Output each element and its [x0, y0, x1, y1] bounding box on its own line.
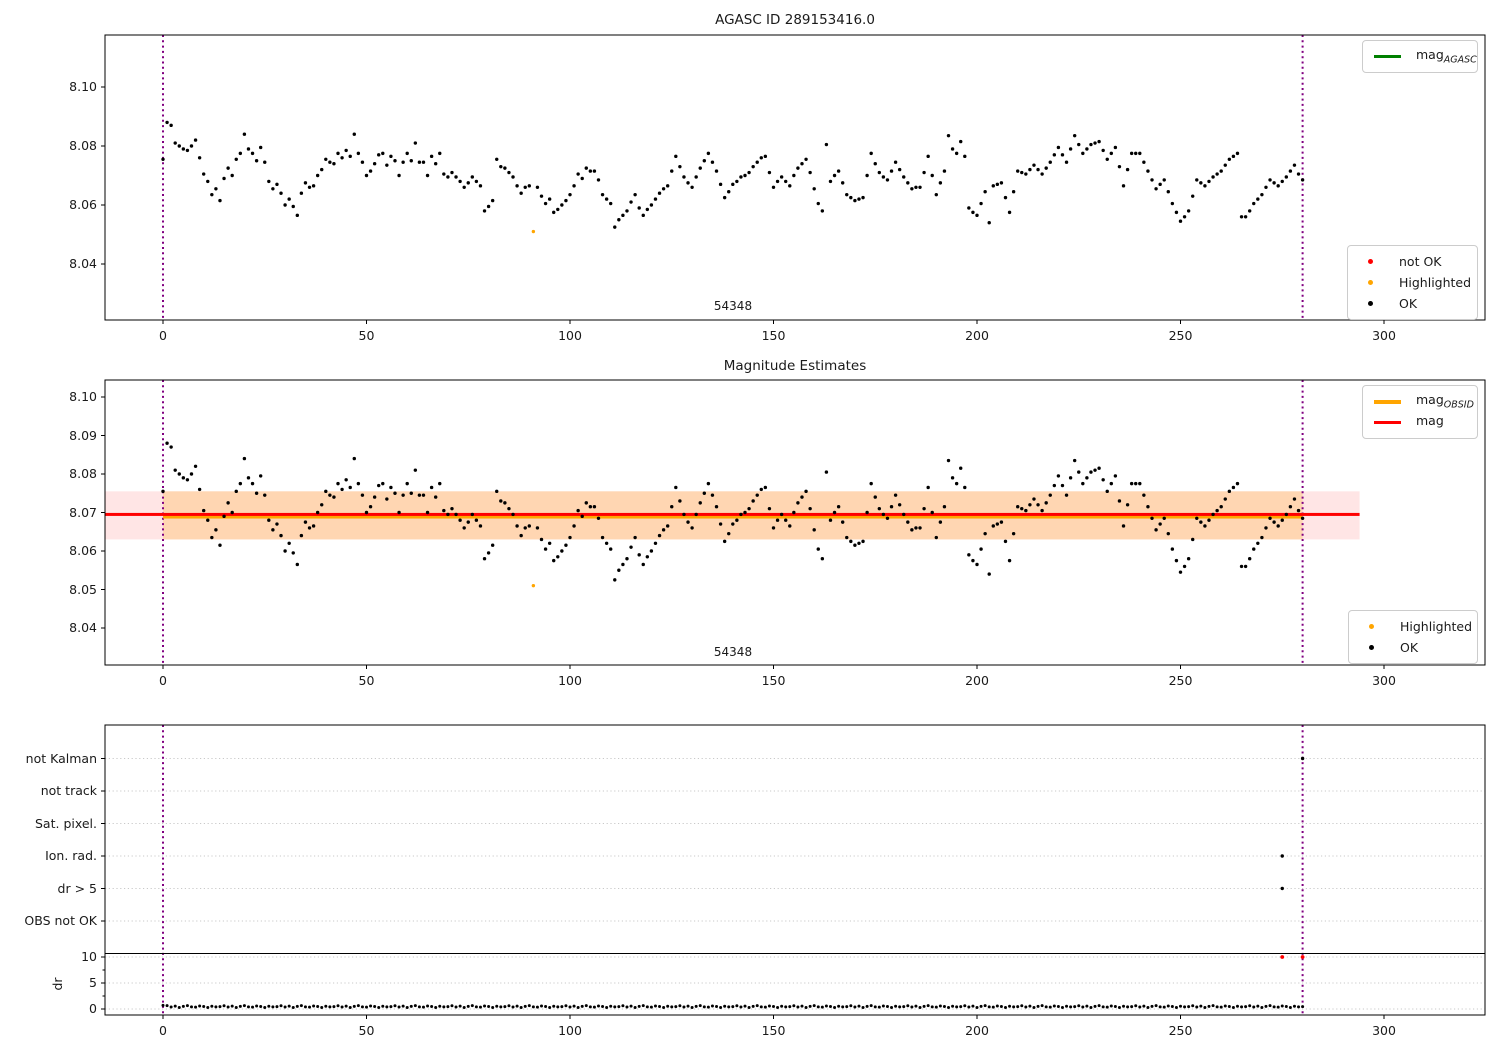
legend-label-mag-obsid: magOBSID: [1416, 392, 1474, 411]
legend-mag-lines: magOBSID mag: [1362, 385, 1478, 439]
obsid-annotation-top: 54348: [713, 299, 753, 313]
flag-category-label: Ion. rad.: [45, 848, 97, 863]
x-tick-label: 200: [965, 1023, 989, 1038]
legend-label-ok: OK: [1399, 296, 1418, 311]
x-tick-label: 300: [1372, 673, 1396, 688]
top-plot-title: AGASC ID 289153416.0: [715, 12, 875, 28]
ok-points: [161, 441, 1305, 582]
x-tick-label: 50: [358, 1023, 375, 1038]
legend-row: Highlighted: [1358, 616, 1472, 637]
x-tick-label: 200: [965, 673, 989, 688]
x-tick-label: 0: [159, 1023, 167, 1038]
y-tick-label: 8.04: [69, 620, 97, 635]
x-tick-label: 50: [358, 673, 375, 688]
ok-dot-icon: [1368, 301, 1373, 306]
y-tick-label: 8.10: [69, 79, 97, 94]
y-tick-label: 8.09: [69, 427, 97, 443]
y-tick-label: 8.05: [69, 581, 97, 597]
x-tick-label: 0: [159, 328, 167, 343]
x-tick-label: 100: [558, 1023, 582, 1038]
not-ok-dot-icon: [1368, 259, 1373, 264]
dr-tick-label: 5: [89, 975, 97, 990]
legend-row: magOBSID: [1372, 391, 1474, 412]
flag-category-label: not track: [40, 783, 97, 798]
highlighted-points: [531, 583, 536, 588]
legend-row: magAGASC: [1372, 46, 1477, 67]
y-tick-label: 8.06: [69, 197, 97, 212]
flag-category-label: dr > 5: [57, 880, 97, 896]
mid-plot-title: Magnitude Estimates: [723, 358, 867, 374]
ok-dot-icon: [1369, 645, 1374, 650]
legend-mag-agasc: magAGASC: [1362, 40, 1478, 73]
x-tick-label: 200: [965, 328, 989, 343]
red-line-sample: [1374, 421, 1401, 424]
dr-tick-label: 10: [81, 949, 97, 964]
flag-category-label: OBS not OK: [24, 913, 97, 928]
x-tick-label: 100: [558, 328, 582, 343]
y-tick-label: 8.10: [69, 389, 97, 404]
x-tick-label: 250: [1168, 328, 1193, 343]
legend-row: OK: [1358, 637, 1468, 658]
y-tick-label: 8.04: [69, 256, 97, 271]
legend-label-highlighted: Highlighted: [1400, 619, 1473, 634]
x-tick-label: 250: [1168, 1023, 1193, 1038]
dr-tick-label: 0: [89, 1001, 97, 1016]
green-line-sample: [1374, 55, 1401, 58]
flag-points: [1280, 756, 1305, 891]
x-tick-label: 250: [1168, 673, 1193, 688]
legend-status-top: not OK Highlighted OK: [1347, 245, 1478, 320]
not-ok-points: [1280, 955, 1305, 959]
x-tick-label: 150: [761, 328, 786, 343]
x-tick-label: 300: [1372, 1023, 1396, 1038]
legend-row: mag: [1372, 412, 1468, 433]
legend-label-not-ok: not OK: [1399, 254, 1442, 269]
ok-points: [161, 120, 1305, 229]
flag-category-label: not Kalman: [25, 750, 97, 766]
legend-label-mag-agasc: magAGASC: [1416, 47, 1477, 66]
dr-axis-label: dr: [50, 977, 65, 991]
orange-line-sample: [1374, 399, 1401, 404]
legend-row: not OK: [1357, 251, 1468, 272]
highlighted-dot-icon: [1369, 624, 1374, 629]
highlighted-dot-icon: [1368, 280, 1373, 285]
flag-category-label: Sat. pixel.: [35, 815, 97, 831]
legend-status-mid: Highlighted OK: [1348, 610, 1478, 664]
y-tick-label: 8.08: [69, 138, 97, 153]
legend-row: OK: [1357, 293, 1468, 314]
y-tick-label: 8.07: [69, 504, 97, 520]
y-tick-label: 8.06: [69, 543, 97, 558]
legend-label-mag: mag: [1416, 413, 1444, 429]
x-tick-label: 150: [761, 673, 786, 688]
y-tick-label: 8.08: [69, 466, 97, 481]
legend-label-ok: OK: [1400, 640, 1419, 655]
dr-points: [161, 1003, 1305, 1010]
legend-row: Highlighted: [1357, 272, 1472, 293]
x-tick-label: 300: [1372, 328, 1396, 343]
highlighted-points: [531, 229, 536, 234]
x-tick-label: 0: [159, 673, 167, 688]
x-tick-label: 100: [558, 673, 582, 688]
obsid-annotation-mid: 54348: [713, 645, 753, 659]
legend-label-highlighted: Highlighted: [1399, 275, 1472, 290]
x-tick-label: 150: [761, 1023, 786, 1038]
x-tick-label: 50: [358, 328, 375, 343]
